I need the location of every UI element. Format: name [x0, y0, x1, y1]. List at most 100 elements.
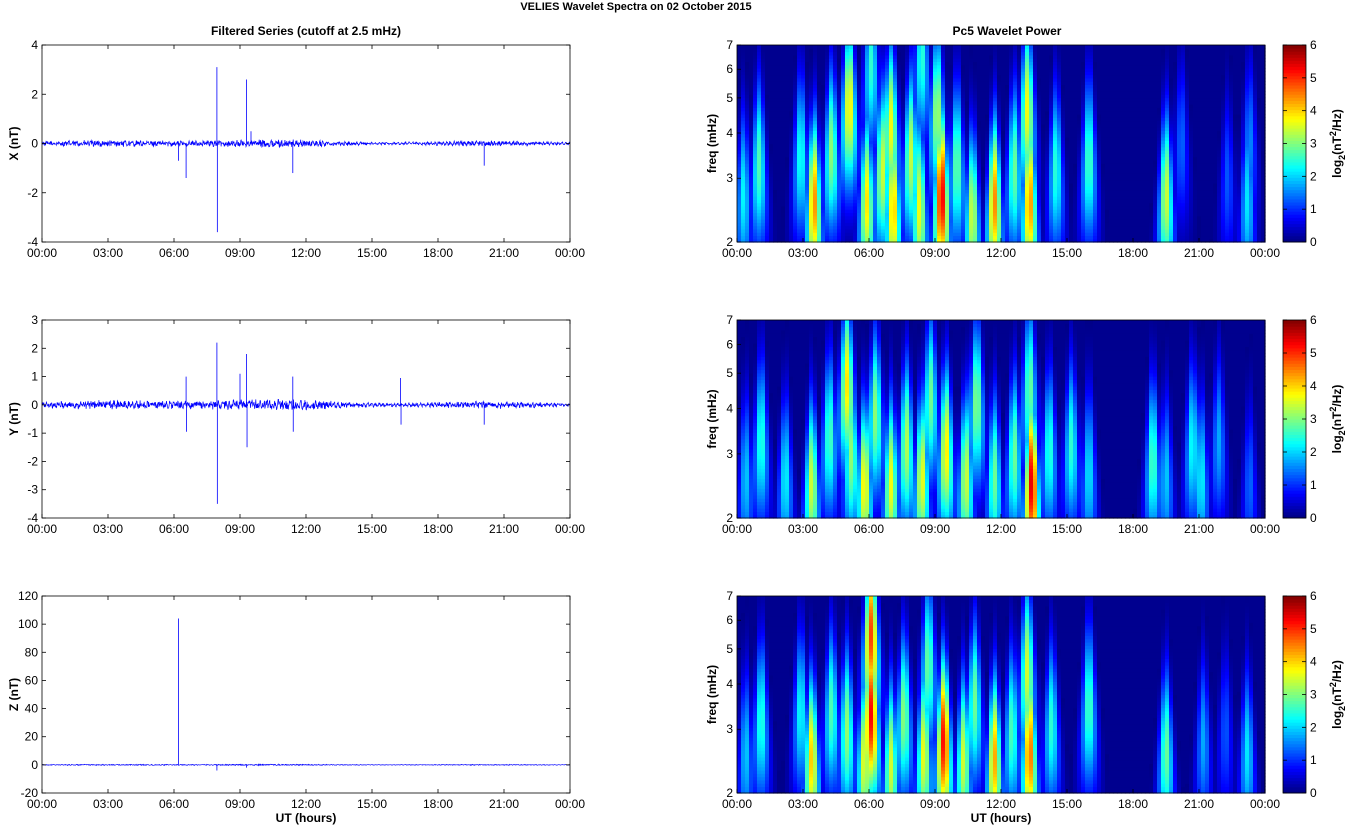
y-tick-label: 0 [31, 758, 38, 772]
spectrum-cell [773, 45, 778, 49]
spectrum-cell [877, 45, 882, 49]
x-tick-label: 03:00 [93, 522, 123, 536]
y-tick-label: 0 [31, 137, 38, 151]
x-tick-label: 09:00 [225, 522, 255, 536]
x-tick-label: 21:00 [489, 522, 519, 536]
x-tick-label: 15:00 [357, 522, 387, 536]
spectrum-cell [745, 45, 750, 49]
spectrum-cell [789, 45, 794, 49]
spectrum-cell [957, 45, 962, 49]
spectrum-cell [1049, 45, 1054, 49]
spectrum-cell [945, 45, 950, 49]
x-tick-label: 06:00 [159, 522, 189, 536]
spectrum-cell [1001, 45, 1006, 49]
y-tick-label: 4 [31, 38, 38, 52]
spectrum-cell [1025, 45, 1030, 49]
x-tick-label: 15:00 [357, 246, 387, 260]
spectrum-cell [777, 45, 782, 49]
spectrum-cell [845, 45, 850, 49]
spectrum-cell [909, 45, 914, 49]
spectrum-cell [813, 45, 818, 49]
x-tick-label: 21:00 [489, 246, 519, 260]
spectrum-cell [901, 45, 906, 49]
spectrum-cell [833, 45, 838, 49]
y-tick-label: 0 [31, 398, 38, 412]
spectrum-cell [841, 45, 846, 49]
spectrum-cell [805, 45, 810, 49]
spectrum-cell [897, 45, 902, 49]
spectrum-cell [965, 45, 970, 49]
spectrum-cell [1005, 45, 1010, 49]
spectrum-cell [985, 45, 990, 49]
x-tick-label: 21:00 [489, 797, 519, 811]
x-tick-label: 00:00 [27, 797, 57, 811]
spectrum-cell [881, 45, 886, 49]
spectrum-cell [1045, 45, 1050, 49]
x-tick-label: 00:00 [27, 522, 57, 536]
spectrum-cell [793, 45, 798, 49]
plot-area [42, 320, 570, 518]
spectrum-cell [925, 45, 930, 49]
y-axis-label: Y (nT) [7, 402, 21, 436]
spectrum-cell [757, 45, 762, 49]
spectrum-cell [837, 45, 842, 49]
x-axis-label: UT (hours) [276, 811, 337, 825]
y-tick-label: 20 [25, 730, 39, 744]
spectrum-cell [817, 45, 822, 49]
y-tick-label: 120 [18, 589, 38, 603]
left-column-title: Filtered Series (cutoff at 2.5 mHz) [211, 24, 401, 38]
spectrum-cell [753, 45, 758, 49]
spectrum-cell [953, 45, 958, 49]
y-axis-label: X (nT) [7, 127, 21, 161]
spectrum-cell [857, 45, 862, 49]
spectrum-cell [989, 45, 994, 49]
x-tick-label: 06:00 [159, 246, 189, 260]
spectrum-cell [981, 45, 986, 49]
spectrum-cell [917, 45, 922, 49]
x-tick-label: 09:00 [225, 797, 255, 811]
spectrum-cell [921, 45, 926, 49]
spectrum-cell [1017, 45, 1022, 49]
spectrum-cell [829, 45, 834, 49]
spectrum-cell [861, 45, 866, 49]
x-tick-label: 18:00 [423, 797, 453, 811]
spectrum-cell [749, 45, 754, 49]
y-tick-label: 2 [31, 341, 38, 355]
spectrum-cell [1041, 45, 1046, 49]
y-tick-label: -2 [27, 454, 38, 468]
spectrum-cell [1037, 45, 1042, 49]
spectrum-cell [997, 45, 1002, 49]
spectrum-cell [893, 45, 898, 49]
spectrum-cell [781, 45, 786, 49]
x-tick-label: 18:00 [423, 522, 453, 536]
y-tick-label: 3 [31, 313, 38, 327]
y-tick-label: 100 [18, 617, 38, 631]
spectrum-cell [821, 45, 826, 49]
y-tick-label: 1 [31, 370, 38, 384]
spectrum-cell [1029, 45, 1034, 49]
spectrum-cell [869, 45, 874, 49]
spectrum-cell [885, 45, 890, 49]
y-tick-label: -1 [27, 426, 38, 440]
spectrum-cell [905, 45, 910, 49]
spectrum-cell [913, 45, 918, 49]
spectrum-cell [977, 45, 982, 49]
spectrum-cell [769, 45, 774, 49]
x-tick-label: 15:00 [357, 797, 387, 811]
y-tick-label: 60 [25, 673, 39, 687]
x-tick-label: 03:00 [93, 246, 123, 260]
spectrum-cell [849, 45, 854, 49]
x-tick-label: 12:00 [291, 522, 321, 536]
spectrum-cell [1021, 45, 1026, 49]
spectrum-cell [889, 45, 894, 49]
spectrum-cell [785, 45, 790, 49]
x-tick-label: 12:00 [291, 246, 321, 260]
spectrum-cell [825, 45, 830, 49]
spectrum-cell [873, 45, 878, 49]
spectrum-cell [993, 45, 998, 49]
spectrum-cell [1053, 45, 1058, 49]
